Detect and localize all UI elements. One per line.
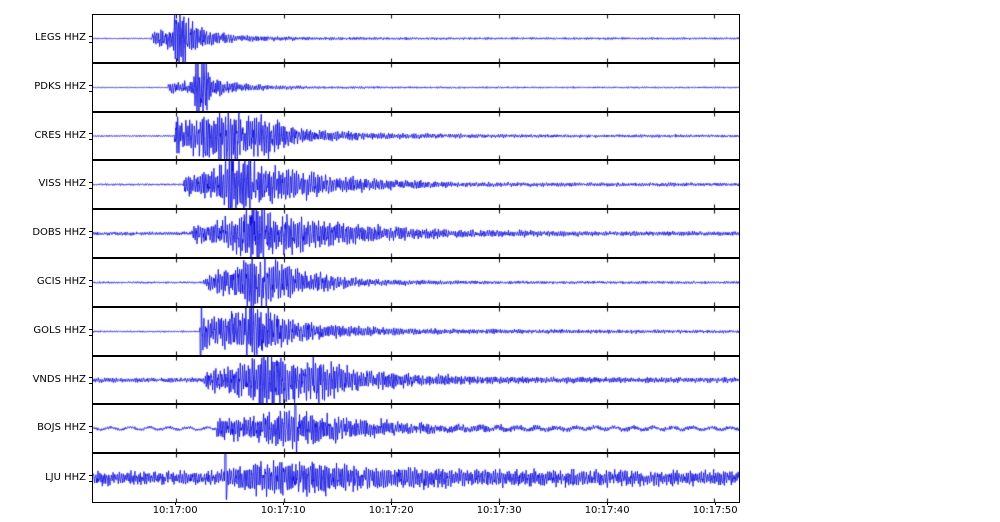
x-axis-tick [283, 502, 284, 505]
y-axis-tick [89, 286, 92, 287]
station-label-dobs: DOBS HHZ [32, 227, 86, 238]
trace-canvas-dobs [93, 210, 739, 257]
seismo-panel-gcis [92, 258, 740, 307]
y-axis-tick [89, 91, 92, 92]
x-axis-tick [499, 502, 500, 505]
y-axis-tick [89, 432, 92, 433]
x-axis-tick [715, 502, 716, 505]
y-axis-tick [89, 139, 92, 140]
x-tick-label-3: 10:17:30 [476, 505, 522, 516]
y-axis-tick [89, 133, 92, 134]
y-axis-tick [89, 280, 92, 281]
trace-canvas-viss [93, 161, 739, 208]
y-axis-tick [89, 42, 92, 43]
station-label-legs: LEGS HHZ [34, 32, 86, 43]
station-label-cres: CRES HHZ [34, 130, 86, 141]
y-axis-tick [89, 335, 92, 336]
x-tick-label-2: 10:17:20 [368, 505, 414, 516]
x-tick-label-5: 10:17:50 [692, 505, 738, 516]
station-label-pdks: PDKS HHZ [34, 81, 86, 92]
trace-canvas-gcis [93, 259, 739, 306]
y-axis-tick [89, 237, 92, 238]
station-label-lju: LJU HHZ [45, 472, 86, 483]
station-label-bojs: BOJS HHZ [37, 422, 86, 433]
x-axis-tick [607, 502, 608, 505]
y-axis-tick [89, 85, 92, 86]
trace-canvas-bojs [93, 405, 739, 452]
x-axis-tick [175, 502, 176, 505]
seismo-panel-cres [92, 112, 740, 160]
station-label-gols: GOLS HHZ [33, 325, 86, 336]
seismo-panel-vnds [92, 356, 740, 404]
y-axis-tick [89, 426, 92, 427]
station-label-viss: VISS HHZ [38, 178, 86, 189]
seismo-panel-bojs [92, 404, 740, 453]
trace-canvas-vnds [93, 357, 739, 403]
x-tick-label-0: 10:17:00 [152, 505, 198, 516]
seismo-panel-viss [92, 160, 740, 209]
y-axis-tick [89, 36, 92, 37]
trace-canvas-cres [93, 113, 739, 159]
y-axis-tick [89, 329, 92, 330]
y-axis-tick [89, 481, 92, 482]
y-axis-tick [89, 188, 92, 189]
seismo-panel-dobs [92, 209, 740, 258]
trace-canvas-gols [93, 308, 739, 355]
station-label-vnds: VNDS HHZ [32, 374, 86, 385]
seismo-panel-lju [92, 453, 740, 503]
y-axis-tick [89, 182, 92, 183]
seismo-panel-legs [92, 14, 740, 63]
trace-canvas-pdks [93, 64, 739, 111]
y-axis-tick [89, 383, 92, 384]
trace-canvas-legs [93, 15, 739, 62]
x-tick-label-4: 10:17:40 [584, 505, 630, 516]
seismo-panel-pdks [92, 63, 740, 112]
x-tick-label-1: 10:17:10 [260, 505, 306, 516]
x-axis-tick [391, 502, 392, 505]
station-label-gcis: GCIS HHZ [36, 276, 86, 287]
y-axis-tick [89, 231, 92, 232]
trace-canvas-lju [93, 454, 739, 502]
seismo-panel-gols [92, 307, 740, 356]
y-axis-tick [89, 377, 92, 378]
y-axis-tick [89, 475, 92, 476]
